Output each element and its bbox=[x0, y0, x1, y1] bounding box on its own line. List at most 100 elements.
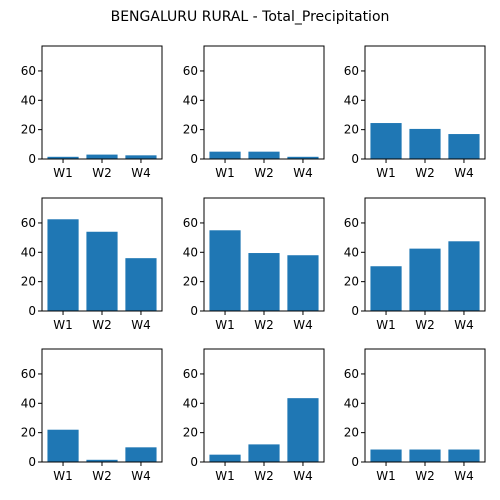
bar-w4 bbox=[125, 155, 157, 159]
bar-w1 bbox=[370, 123, 402, 159]
bar-w2 bbox=[248, 444, 280, 462]
subplot-7: 0 20 40 60 W1 W2 W4 bbox=[21, 348, 163, 483]
y-tick-label: 60 bbox=[344, 216, 359, 230]
x-tick-label: W2 bbox=[254, 166, 274, 180]
x-tick-label: W2 bbox=[92, 469, 112, 483]
y-tick-label: 60 bbox=[21, 64, 36, 78]
y-tick-label: 40 bbox=[183, 396, 198, 410]
subplot-2: 0 20 40 60 W1 W2 W4 bbox=[183, 45, 325, 180]
x-tick-label: W4 bbox=[293, 318, 313, 332]
bar-w1 bbox=[47, 429, 79, 462]
y-tick-label: 60 bbox=[344, 64, 359, 78]
x-tick-label: W1 bbox=[53, 166, 73, 180]
bar-w2 bbox=[86, 231, 118, 311]
x-tick-label: W4 bbox=[131, 318, 151, 332]
y-tick-label: 40 bbox=[183, 93, 198, 107]
bar-w2 bbox=[409, 449, 441, 462]
x-tick-label: W4 bbox=[293, 469, 313, 483]
bar-w1 bbox=[209, 454, 241, 462]
x-tick-label: W1 bbox=[376, 469, 396, 483]
x-tick-label: W1 bbox=[53, 318, 73, 332]
y-tick-label: 0 bbox=[28, 455, 36, 469]
bar-w2 bbox=[86, 154, 118, 159]
x-tick-label: W1 bbox=[376, 166, 396, 180]
x-tick-label: W4 bbox=[131, 469, 151, 483]
y-tick-label: 0 bbox=[190, 152, 198, 166]
x-tick-label: W4 bbox=[293, 166, 313, 180]
x-tick-label: W4 bbox=[454, 166, 474, 180]
bar-w2 bbox=[248, 151, 280, 159]
x-tick-label: W4 bbox=[454, 469, 474, 483]
y-tick-label: 20 bbox=[21, 275, 36, 289]
axes-frame bbox=[364, 348, 486, 463]
bar-w1 bbox=[47, 219, 79, 311]
y-tick-label: 0 bbox=[351, 304, 359, 318]
x-tick-label: W4 bbox=[454, 318, 474, 332]
y-tick-label: 40 bbox=[21, 245, 36, 259]
bar-w4 bbox=[125, 447, 157, 462]
y-tick-label: 0 bbox=[28, 304, 36, 318]
subplot-4: 0 20 40 60 W1 W2 W4 bbox=[21, 197, 163, 332]
y-tick-label: 20 bbox=[183, 275, 198, 289]
y-tick-label: 0 bbox=[28, 152, 36, 166]
x-tick-label: W2 bbox=[92, 166, 112, 180]
bar-w4 bbox=[448, 449, 480, 462]
y-tick-label: 60 bbox=[183, 367, 198, 381]
bar-w1 bbox=[209, 230, 241, 311]
bar-w1 bbox=[370, 449, 402, 462]
x-tick-label: W1 bbox=[215, 318, 235, 332]
x-tick-label: W2 bbox=[415, 318, 435, 332]
y-tick-label: 20 bbox=[183, 123, 198, 137]
chart-title: BENGALURU RURAL - Total_Precipitation bbox=[111, 9, 390, 25]
bar-w4 bbox=[448, 134, 480, 159]
bar-w4 bbox=[287, 255, 319, 311]
y-tick-label: 20 bbox=[344, 275, 359, 289]
subplot-5: 0 20 40 60 W1 W2 W4 bbox=[183, 197, 325, 332]
y-tick-label: 20 bbox=[344, 426, 359, 440]
y-tick-label: 40 bbox=[344, 396, 359, 410]
subplot-3: 0 20 40 60 W1 W2 W4 bbox=[344, 45, 486, 180]
y-tick-label: 60 bbox=[183, 216, 198, 230]
x-tick-label: W2 bbox=[92, 318, 112, 332]
subplot-6: 0 20 40 60 W1 W2 W4 bbox=[344, 197, 486, 332]
subplot-1: 0 20 40 60 W1 W2 W4 bbox=[21, 45, 163, 180]
axes-frame bbox=[41, 45, 163, 160]
y-tick-label: 0 bbox=[190, 455, 198, 469]
x-tick-label: W2 bbox=[415, 469, 435, 483]
bar-w2 bbox=[409, 248, 441, 311]
bar-w2 bbox=[248, 253, 280, 311]
x-tick-label: W1 bbox=[376, 318, 396, 332]
bar-w4 bbox=[287, 398, 319, 462]
y-tick-label: 0 bbox=[351, 152, 359, 166]
y-tick-label: 40 bbox=[344, 93, 359, 107]
subplot-9: 0 20 40 60 W1 W2 W4 bbox=[344, 348, 486, 483]
bar-w4 bbox=[125, 258, 157, 311]
bar-w1 bbox=[209, 151, 241, 159]
axes-frame bbox=[203, 45, 325, 160]
x-tick-label: W1 bbox=[215, 469, 235, 483]
y-tick-label: 40 bbox=[21, 93, 36, 107]
bar-w4 bbox=[448, 241, 480, 311]
y-tick-label: 60 bbox=[21, 216, 36, 230]
y-tick-label: 0 bbox=[351, 455, 359, 469]
y-tick-label: 0 bbox=[190, 304, 198, 318]
y-tick-label: 20 bbox=[183, 426, 198, 440]
y-tick-label: 60 bbox=[183, 64, 198, 78]
y-tick-label: 20 bbox=[344, 123, 359, 137]
x-tick-label: W4 bbox=[131, 166, 151, 180]
y-tick-label: 40 bbox=[183, 245, 198, 259]
bar-w2 bbox=[409, 128, 441, 159]
x-tick-label: W1 bbox=[53, 469, 73, 483]
bar-w1 bbox=[370, 266, 402, 311]
y-tick-label: 20 bbox=[21, 426, 36, 440]
x-tick-label: W2 bbox=[254, 318, 274, 332]
bar-w2 bbox=[86, 459, 118, 462]
x-tick-label: W2 bbox=[254, 469, 274, 483]
bar-w1 bbox=[47, 156, 79, 159]
x-tick-label: W1 bbox=[215, 166, 235, 180]
y-tick-label: 40 bbox=[21, 396, 36, 410]
subplot-8: 0 20 40 60 W1 W2 W4 bbox=[183, 348, 325, 483]
y-tick-label: 60 bbox=[21, 367, 36, 381]
